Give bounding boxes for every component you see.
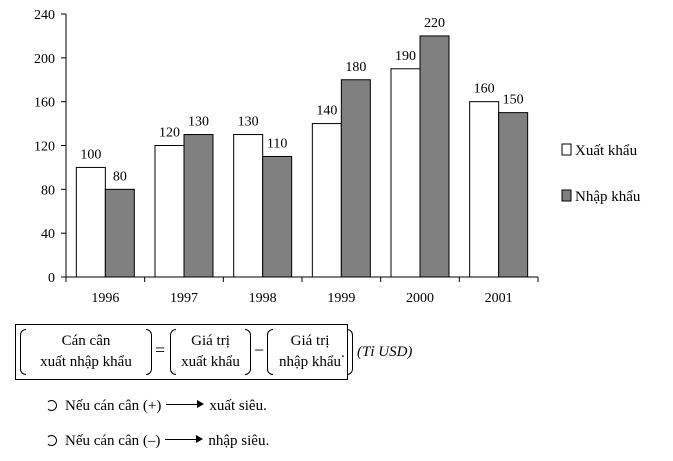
data-label: 130 [238, 115, 259, 130]
note-result: nhập siêu. [208, 433, 270, 449]
right-paren [347, 329, 353, 375]
left-paren [170, 329, 176, 375]
export-bar [154, 145, 185, 278]
minus-sign: − [254, 340, 265, 360]
data-label: 120 [159, 126, 180, 141]
legend-label: Nhập khẩu [575, 189, 641, 205]
formula-term-line: xuất khẩu [181, 354, 240, 370]
x-tick-label: 1999 [327, 291, 355, 306]
x-tick-label: 2001 [485, 291, 513, 306]
import-bar [498, 112, 529, 278]
arrow-right-icon [165, 434, 204, 444]
export-bar [469, 101, 500, 278]
import-bar [104, 188, 135, 278]
note-result: xuất siêu. [209, 398, 267, 414]
data-label: 110 [267, 136, 287, 151]
export-bar [75, 166, 106, 278]
y-tick-label: 240 [34, 8, 55, 23]
y-tick-label: 0 [48, 271, 55, 286]
export-bar [233, 134, 264, 278]
x-tick-label: 2000 [406, 291, 434, 306]
y-tick-label: 160 [34, 96, 55, 111]
data-label: 160 [474, 82, 495, 97]
note-surplus: Nếu cán cân (+) xuất siêu. [46, 398, 267, 415]
data-label: 150 [503, 93, 524, 108]
note-condition: Nếu cán cân (+) [65, 398, 162, 414]
data-label: 220 [424, 16, 445, 31]
legend-label: Xuất khẩu [575, 143, 638, 159]
arrow-right-icon [166, 399, 205, 409]
formula-term-line: xuất nhập khẩu [40, 354, 132, 370]
data-label: 190 [395, 49, 416, 64]
x-tick-label: 1996 [91, 291, 119, 306]
formula-import-term: Giá trị nhập khẩu [267, 329, 353, 375]
legend: Xuất khẩu Nhập khẩu [561, 143, 641, 205]
bars: 100 80 120 130 130 110 140 180 190 220 160 150 [75, 16, 529, 278]
import-bar [262, 155, 293, 278]
note-deficit: Nếu cán cân (–) nhập siêu. [46, 433, 269, 450]
formula-period: . [341, 345, 345, 361]
circle-bullet-icon [46, 435, 57, 446]
import-bar [183, 134, 214, 278]
y-tick-label: 200 [34, 52, 55, 67]
y-tick-label: 40 [41, 227, 55, 242]
right-paren [146, 329, 152, 375]
circle-bullet-icon [46, 400, 57, 411]
formula-term-line: Giá trị [191, 333, 230, 349]
left-paren [267, 329, 273, 375]
x-tick-label: 1997 [170, 291, 198, 306]
y-tick-label: 80 [41, 183, 55, 198]
data-label: 80 [113, 169, 127, 184]
y-tick-label: 120 [34, 140, 55, 155]
equals-sign: = [155, 340, 166, 360]
left-paren [20, 329, 26, 375]
formula-balance-term: Cán cân xuất nhập khẩu [20, 329, 152, 375]
legend-swatch-import [561, 189, 572, 202]
data-label: 140 [316, 104, 337, 119]
x-axis: 1996 1997 1998 1999 2000 2001 [65, 276, 539, 306]
export-bar [390, 68, 421, 278]
data-label: 180 [345, 60, 366, 75]
formula-term-line: Giá trị [290, 333, 330, 349]
x-tick-label: 1998 [249, 291, 277, 306]
export-bar [311, 123, 342, 278]
balance-formula: Cán cân xuất nhập khẩu = Giá trị xuất kh… [15, 324, 353, 380]
unit-label: (Tỉ USD) [357, 344, 413, 360]
import-bar [340, 79, 371, 278]
data-label: 100 [80, 147, 101, 162]
formula-export-term: Giá trị xuất khẩu [170, 329, 251, 375]
note-condition: Nếu cán cân (–) [65, 433, 161, 449]
formula-term-line: Cán cân [61, 333, 111, 349]
right-paren [245, 329, 251, 375]
legend-swatch-export [561, 143, 572, 156]
import-bar [419, 35, 450, 278]
y-axis: 0 40 80 120 160 200 240 [34, 8, 67, 286]
data-label: 130 [188, 115, 209, 130]
bar-chart: 0 40 80 120 160 200 240 100 80 120 130 130 110 140 18… [34, 8, 641, 306]
formula-term-line: nhập khẩu [278, 354, 342, 370]
